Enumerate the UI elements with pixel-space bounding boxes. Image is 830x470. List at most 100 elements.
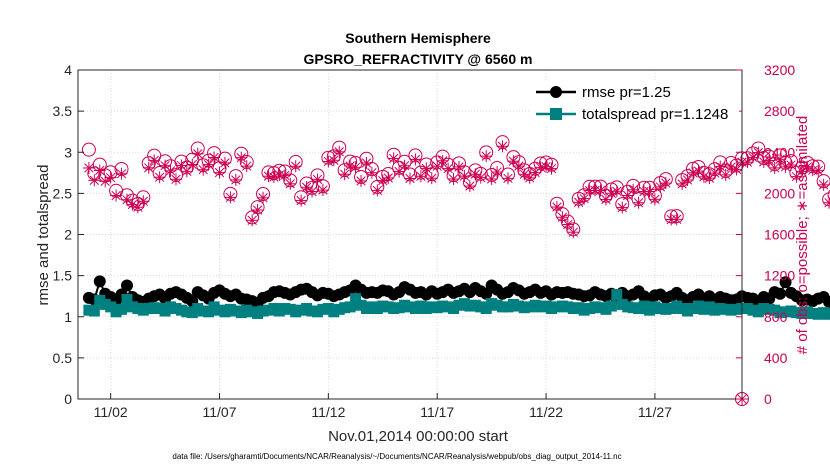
obs-assimilated-point xyxy=(529,166,542,179)
obs-assimilated-point xyxy=(556,211,569,224)
obs-assimilated-point xyxy=(229,173,242,186)
series-rmse xyxy=(82,275,830,309)
y2-tick-label: 3200 xyxy=(764,62,795,78)
obs-assimilated-point xyxy=(534,161,547,174)
obs-assimilated-point xyxy=(627,183,640,196)
x-axis-ticks: 11/02 11/07 11/12 11/17 11/22 11/27 xyxy=(94,393,672,420)
chart-subtitle: GPSRO_REFRACTIVITY @ 6560 m xyxy=(304,51,533,67)
obs-assimilated-point xyxy=(82,161,95,174)
obs-assimilated-point xyxy=(344,159,357,172)
obs-assimilated-point xyxy=(659,177,672,190)
y-tick-label: 0.5 xyxy=(53,350,73,366)
obs-assimilated-point xyxy=(93,164,106,177)
x-axis-label: Nov.01,2014 00:00:00 start xyxy=(328,428,509,445)
rmse-point xyxy=(779,276,792,289)
obs-assimilated-point xyxy=(153,171,166,184)
totalspread-point xyxy=(823,308,830,320)
x-tick-label: 11/07 xyxy=(203,404,237,420)
y-tick-label: 3 xyxy=(64,144,72,160)
obs-assimilated-point xyxy=(458,170,471,183)
obs-assimilated-point xyxy=(142,161,155,174)
obs-assimilated-point xyxy=(512,160,525,173)
obs-assimilated-point xyxy=(365,166,378,179)
obs-assimilated-point xyxy=(213,166,226,179)
obs-assimilated-point xyxy=(442,162,455,175)
obs-assimilated-point xyxy=(480,150,493,163)
obs-assimilated-point xyxy=(420,162,433,175)
y-tick-label: 3.5 xyxy=(53,103,73,119)
obs-assimilated-point xyxy=(289,160,302,173)
x-tick-label: 11/12 xyxy=(311,404,345,420)
y2-tick-label: 2400 xyxy=(764,144,795,160)
obs-assimilated-point xyxy=(202,158,215,171)
obs-assimilated-point xyxy=(240,160,253,173)
legend: rmse pr=1.25 totalspread pr=1.1248 xyxy=(529,80,739,126)
obs-assimilated-point xyxy=(763,154,776,167)
obs-assimilated-point xyxy=(382,171,395,184)
obs-assimilated-point xyxy=(104,171,117,184)
obs-assimilated-point xyxy=(801,160,814,173)
obs-assimilated-point xyxy=(110,189,123,202)
obs-assimilated-point xyxy=(180,165,193,178)
obs-assimilated-point xyxy=(501,172,514,185)
obs-assimilated-point xyxy=(251,204,264,217)
obs-assimilated-point xyxy=(817,178,830,191)
obs-assimilated-point xyxy=(360,156,373,169)
obs-assimilated-point xyxy=(327,154,340,167)
obs-assimilated-point xyxy=(795,165,808,178)
obs-assimilated-point xyxy=(491,165,504,178)
obs-assimilated-point xyxy=(485,172,498,185)
obs-assimilated-point xyxy=(387,152,400,165)
legend-label-totalspread: totalspread pr=1.1248 xyxy=(582,106,728,123)
obs-assimilated-point xyxy=(681,174,694,187)
y-axis-ticks: 0 0.5 1 1.5 2 2.5 3 3.5 4 xyxy=(53,62,84,407)
obs-assimilated-point xyxy=(404,172,416,185)
obs-assimilated-point xyxy=(425,172,438,185)
totalspread-point xyxy=(605,300,617,312)
obs-assimilated-point xyxy=(148,154,161,167)
obs-assimilated-point xyxy=(774,153,787,166)
obs-assimilated-point xyxy=(398,159,411,172)
legend-marker-totalspread xyxy=(550,108,562,120)
obs-assimilated-point xyxy=(371,184,384,197)
obs-assimilated-point xyxy=(768,161,781,174)
obs-assimilated-point xyxy=(235,151,248,164)
obs-assimilated-point xyxy=(169,173,182,186)
obs-assimilated-point xyxy=(469,168,482,181)
series-layer xyxy=(81,135,830,406)
obs-assimilated-point xyxy=(338,168,351,181)
y2-tick-label: 400 xyxy=(764,350,788,366)
y2-tick-label: 2800 xyxy=(764,103,795,119)
obs-assimilated-point xyxy=(115,167,128,180)
obs-assimilated-point xyxy=(687,166,700,179)
totalspread-point xyxy=(116,303,128,315)
rmse-point xyxy=(823,295,830,308)
obs-assimilated-point xyxy=(474,171,487,184)
totalspread-point xyxy=(88,305,100,317)
y-tick-label: 1 xyxy=(64,309,72,325)
data-file-footnote: data file: /Users/gharamti/Documents/NCA… xyxy=(172,452,621,461)
x-tick-label: 11/22 xyxy=(529,404,563,420)
obs-assimilated-point xyxy=(594,184,607,197)
obs-assimilated-point xyxy=(186,158,199,171)
obs-assimilated-point xyxy=(175,159,188,172)
y-tick-label: 4 xyxy=(64,62,72,78)
y-tick-label: 2 xyxy=(64,227,72,243)
obs-assimilated-point xyxy=(714,160,727,173)
obs-assimilated-point xyxy=(545,162,558,175)
rmse-point xyxy=(774,287,787,300)
obs-assimilated-point xyxy=(670,213,683,226)
obs-assimilated-point xyxy=(246,214,259,227)
y2-tick-label: 1200 xyxy=(764,268,795,284)
obs-assimilated-point xyxy=(218,156,231,169)
obs-assimilated-point xyxy=(311,173,324,186)
obs-assimilated-point xyxy=(164,164,177,177)
obs-possible-point xyxy=(827,189,830,201)
obs-assimilated-point xyxy=(708,167,721,180)
obs-assimilated-point xyxy=(355,174,368,187)
obs-assimilated-point xyxy=(496,140,509,153)
obs-assimilated-point xyxy=(99,175,112,188)
y2-tick-label: 800 xyxy=(764,309,788,325)
rmse-point xyxy=(120,279,133,292)
legend-box xyxy=(529,80,739,126)
